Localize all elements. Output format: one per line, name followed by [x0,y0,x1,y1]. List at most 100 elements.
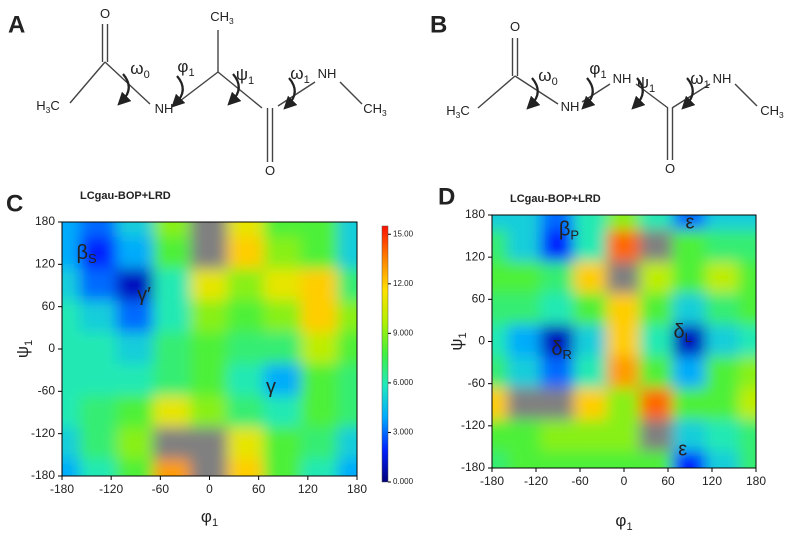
label-base: O [665,161,675,176]
contour-cell [507,387,543,422]
x-tick-label: -180 [50,482,74,496]
contour-cell [62,268,82,303]
contour-cell [337,268,357,303]
contour-cell [573,387,609,422]
contour-cell [263,363,303,398]
contour-cell [573,229,609,264]
label-base: ψ [637,73,649,92]
atom-label: NH [613,71,632,86]
contour-cell [606,387,642,422]
contour-cell [540,419,576,454]
label-tail: C [460,103,469,118]
label-base: δ [673,321,684,343]
x-tick-label: 180 [746,474,766,488]
contour-cell [705,324,741,359]
region-label: βS [76,242,97,266]
contour-cell [79,268,119,303]
contour-cell [492,215,510,232]
colorbar-tick-label: 6.000 [393,378,414,387]
contour-cell [153,395,193,430]
label-base: O [510,19,520,34]
contour-cell [116,427,156,462]
contour-cell [153,459,193,476]
contour-cell [639,261,675,296]
x-tick-label: -120 [524,474,548,488]
contour-area [62,222,357,476]
contour-cell [300,395,340,430]
contour-cell [507,419,543,454]
label-base: O [100,6,110,21]
contour-cell [116,300,156,335]
contour-cell [738,229,756,264]
label-base: NH [713,71,732,86]
contour-cell [606,451,642,468]
y-tick-label: 60 [472,292,486,306]
contour-cell [606,215,642,232]
contour-cell [300,236,340,271]
label-base: δ [551,338,562,360]
contour-cell [540,293,576,327]
label-base: φ [177,57,188,76]
contour-cell [79,236,119,271]
region-label: ε [686,212,695,234]
x-tick-label: -180 [480,474,504,488]
contour-cell [263,300,303,335]
contour-cell [79,300,119,335]
label-sub: 1 [649,83,655,95]
bond [514,75,559,105]
torsion-label: ω0 [538,66,557,88]
contour-cell [507,356,543,390]
region-label: γ′ [137,284,151,306]
label-sub: 1 [457,332,469,338]
bond [69,61,106,104]
contour-cell [540,215,576,232]
x-tick-label: -60 [152,482,170,496]
label-sub: S [88,251,97,266]
contour-cell [606,419,642,454]
region-label: βP [559,219,579,243]
label-base: ω [290,64,303,83]
label-sub: 1 [600,69,606,81]
label-base: ψ [236,65,248,84]
x-tick-label: 60 [661,474,675,488]
contour-cell [573,356,609,390]
contour-cell [672,356,708,390]
label-sub: 1 [626,521,632,533]
panel-letter: C [6,190,23,217]
label-sub: 0 [552,76,558,88]
label-base: β [76,242,88,264]
region-label: ε [678,439,687,461]
x-tick-label: -60 [571,474,589,488]
contour-cell [116,222,156,239]
label-tail: C [50,98,59,113]
contour-cell [153,363,193,398]
contour-cell [705,451,741,468]
y-tick-label: 60 [42,299,56,313]
bond [477,75,516,109]
y-axis-label: ψ1 [13,340,35,358]
contour-cell [62,222,82,239]
bond [339,81,363,105]
chart-title: LCgau-BOP+LRD [80,190,171,202]
label-base: ω [690,69,703,88]
contour-cell [507,229,543,264]
atom-label: NH [561,99,580,114]
contour-cell [226,459,266,476]
contour-cell [705,419,741,454]
atom-label: O [100,6,110,21]
contour-cell [492,387,510,422]
contour-cell [738,324,756,359]
region-label: δL [673,321,691,345]
contour-cell [672,451,708,468]
colorbar-tick-label: 0.000 [393,477,414,486]
contour-cell [300,332,340,366]
contour-cell [300,427,340,462]
contour-cell [116,395,156,430]
torsion-arrow [171,75,186,108]
contour-cell [190,222,229,239]
contour-cell [190,236,229,271]
contour-cell [492,229,510,264]
contour-cell [540,387,576,422]
contour-cell [492,356,510,390]
